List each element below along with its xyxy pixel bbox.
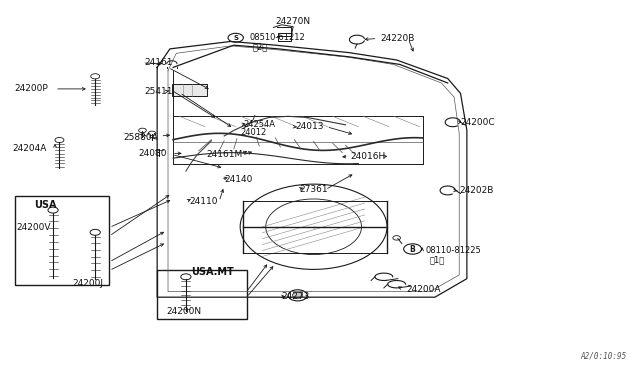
Text: 24080: 24080 xyxy=(138,149,166,158)
Text: USA.MT: USA.MT xyxy=(191,267,234,277)
Text: 24200P: 24200P xyxy=(15,84,49,93)
Text: 08510-61212: 08510-61212 xyxy=(250,33,305,42)
Text: 24140: 24140 xyxy=(224,175,253,184)
Text: 24161M: 24161M xyxy=(206,150,243,159)
Text: 24204A: 24204A xyxy=(12,144,47,153)
Text: S: S xyxy=(233,35,238,41)
Text: 24200A: 24200A xyxy=(406,285,441,294)
Text: 24200J: 24200J xyxy=(72,279,103,288)
Text: A2/0:10:95: A2/0:10:95 xyxy=(580,352,627,361)
Text: 24200C: 24200C xyxy=(461,118,495,127)
Text: 24012: 24012 xyxy=(240,128,266,137)
Text: 24220B: 24220B xyxy=(381,34,415,43)
Bar xyxy=(15,196,109,285)
Text: B: B xyxy=(410,244,415,253)
Text: 25411: 25411 xyxy=(145,87,173,96)
Text: （1）: （1） xyxy=(430,255,445,264)
Bar xyxy=(172,84,207,96)
Text: 24202B: 24202B xyxy=(460,186,493,195)
Text: 08110-81225: 08110-81225 xyxy=(426,246,481,255)
Text: 24270N: 24270N xyxy=(275,17,310,26)
Text: 24200N: 24200N xyxy=(167,307,202,316)
Bar xyxy=(157,270,246,319)
Text: 24161: 24161 xyxy=(145,58,173,67)
Circle shape xyxy=(292,292,303,298)
Text: 24200V: 24200V xyxy=(17,223,51,232)
Text: 27361: 27361 xyxy=(300,185,328,194)
Text: 24110: 24110 xyxy=(189,197,218,206)
Text: 24016H: 24016H xyxy=(351,152,386,161)
Text: 24254A: 24254A xyxy=(243,121,275,129)
Text: USA: USA xyxy=(34,200,56,210)
Text: 25880A: 25880A xyxy=(124,132,158,142)
Text: 24273: 24273 xyxy=(282,292,310,301)
Text: （2）: （2） xyxy=(253,42,268,51)
Text: 24013: 24013 xyxy=(296,122,324,131)
